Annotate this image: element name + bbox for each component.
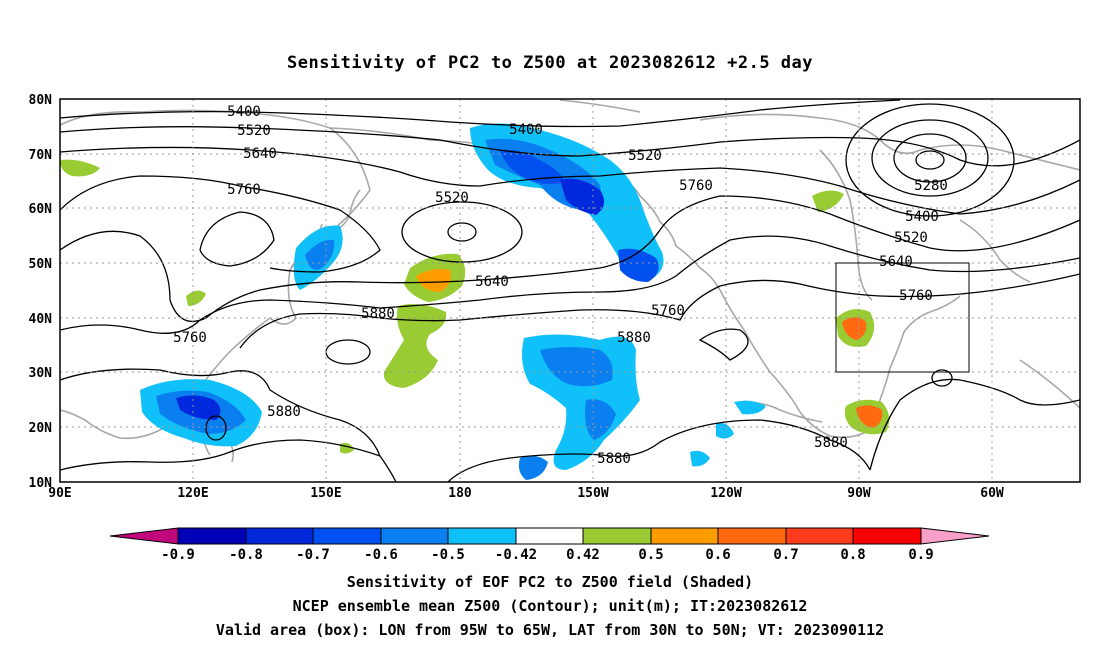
lon-label: 90W: [847, 486, 871, 501]
contour-labels: 5400 5520 5640 5760 5400 5520 5520 5760 …: [173, 104, 948, 467]
contour-label: 5880: [814, 435, 848, 451]
lon-label: 180: [448, 486, 472, 501]
negative-anomaly-blobs: [140, 123, 766, 480]
sensitivity-shading: [60, 123, 890, 480]
contour-label: 5880: [617, 330, 651, 346]
lat-label: 80N: [29, 93, 53, 108]
contour-label: 5400: [227, 104, 261, 120]
contour-label: 5640: [243, 146, 277, 162]
lat-label: 30N: [29, 366, 53, 381]
colorbar-swatch: [245, 527, 314, 545]
colorbar-label: -0.7: [296, 547, 330, 563]
colorbar-label: 0.42: [566, 547, 600, 563]
contour-label: 5520: [237, 123, 271, 139]
valid-area-box: [835, 262, 970, 373]
colorbar: -0.9 -0.8 -0.7 -0.6 -0.5 -0.42 0.42 0.5 …: [109, 527, 990, 563]
lon-label: 150E: [310, 486, 341, 501]
contour-label: 5640: [879, 254, 913, 270]
colorbar-swatch: [785, 527, 854, 545]
colorbar-arrow-right: [920, 527, 990, 545]
caption-line-shading: Sensitivity of EOF PC2 to Z500 field (Sh…: [347, 573, 753, 591]
colorbar-swatch: [380, 527, 449, 545]
lon-label: 120E: [177, 486, 208, 501]
contour-label: 5760: [679, 178, 713, 194]
colorbar-label: -0.9: [161, 547, 195, 563]
lat-axis: 80N 70N 60N 50N 40N 30N 20N 10N: [29, 93, 53, 491]
caption-line-contour: NCEP ensemble mean Z500 (Contour); unit(…: [293, 597, 808, 615]
lat-label: 60N: [29, 202, 53, 217]
contour-label: 5880: [361, 306, 395, 322]
colorbar-arrow-left: [109, 527, 179, 545]
lat-label: 50N: [29, 257, 53, 272]
colorbar-label: 0.6: [705, 547, 730, 563]
lon-label: 60W: [980, 486, 1004, 501]
colorbar-label: -0.6: [364, 547, 398, 563]
colorbar-swatch: [852, 527, 922, 545]
colorbar-label: 0.7: [773, 547, 798, 563]
contour-label: 5400: [509, 122, 543, 138]
contour-label: 5760: [227, 182, 261, 198]
contour-label: 5760: [173, 330, 207, 346]
lon-label: 90E: [48, 486, 71, 501]
caption: Sensitivity of EOF PC2 to Z500 field (Sh…: [216, 573, 884, 639]
contour-label: 5400: [905, 209, 939, 225]
colorbar-swatch: [582, 527, 652, 545]
colorbar-label: 0.8: [840, 547, 865, 563]
lon-label: 150W: [577, 486, 608, 501]
contour-label: 5880: [597, 451, 631, 467]
map-panel: 5400 5520 5640 5760 5400 5520 5520 5760 …: [29, 93, 1081, 501]
lat-label: 40N: [29, 312, 53, 327]
map-frame: [59, 98, 1081, 483]
contour-label: 5520: [628, 148, 662, 164]
contour-label: 5760: [651, 303, 685, 319]
lat-label: 20N: [29, 421, 53, 436]
contour-label: 5880: [267, 404, 301, 420]
colorbar-swatch: [650, 527, 719, 545]
colorbar-label: 0.9: [908, 547, 933, 563]
contour-label: 5520: [894, 230, 928, 246]
z500-contours: [60, 99, 1080, 482]
contour-label: 5640: [475, 274, 509, 290]
colorbar-label: 0.5: [638, 547, 663, 563]
colorbar-swatch: [515, 527, 584, 545]
contour-label: 5280: [914, 178, 948, 194]
lat-label: 10N: [29, 476, 53, 491]
colorbar-label: -0.42: [495, 547, 537, 563]
lon-axis: 90E 120E 150E 180 150W 120W 90W 60W: [48, 486, 1004, 501]
map-title: Sensitivity of PC2 to Z500 at 2023082612…: [287, 53, 813, 73]
colorbar-swatch: [717, 527, 787, 545]
colorbar-label: -0.8: [229, 547, 263, 563]
gridlines: [60, 99, 1080, 482]
lat-label: 70N: [29, 148, 53, 163]
colorbar-swatch: [447, 527, 517, 545]
contour-label: 5520: [435, 190, 469, 206]
colorbar-label: -0.5: [431, 547, 465, 563]
contour-label: 5760: [899, 288, 933, 304]
lon-label: 120W: [710, 486, 741, 501]
positive-anomaly-blobs: [60, 159, 890, 454]
colorbar-swatch: [312, 527, 382, 545]
caption-line-valid-area: Valid area (box): LON from 95W to 65W, L…: [216, 621, 884, 639]
colorbar-swatch: [177, 527, 247, 545]
